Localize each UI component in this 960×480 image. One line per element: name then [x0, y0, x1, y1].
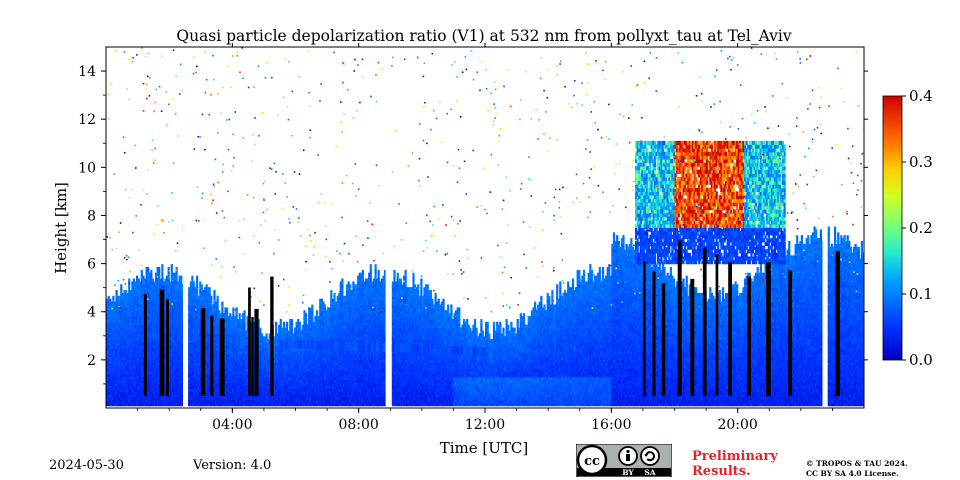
heatmap-cell — [158, 267, 160, 271]
heatmap-cell — [161, 264, 163, 268]
heatmap-cell — [180, 276, 182, 280]
heatmap-cell — [120, 284, 122, 288]
heatmap-cell — [193, 281, 195, 285]
heatmap-cell — [150, 270, 152, 274]
heatmap-cell — [213, 290, 215, 294]
heatmap-cell — [239, 313, 241, 317]
heatmap-cell — [217, 296, 219, 300]
heatmap-cell — [232, 307, 234, 311]
heatmap-cell — [171, 264, 173, 268]
heatmap-cell — [210, 296, 212, 300]
heatmap-cell — [141, 270, 143, 274]
heatmap-cell — [201, 284, 203, 288]
heatmap-cell — [116, 290, 118, 294]
heatmap-cell — [168, 267, 170, 271]
heatmap-cell — [299, 322, 301, 326]
heatmap-cell — [283, 322, 285, 326]
heatmap-cell — [316, 310, 318, 314]
heatmap-cell — [226, 307, 228, 311]
heatmap-cell — [305, 313, 307, 317]
chart-title: Quasi particle depolarization ratio (V1)… — [176, 27, 792, 45]
heatmap-cell — [311, 305, 313, 309]
heatmap-cell — [243, 310, 245, 314]
heatmap-cell — [291, 319, 293, 323]
plot-area — [106, 47, 865, 408]
heatmap-cell — [112, 296, 114, 300]
heatmap-cell — [275, 322, 277, 326]
heatmap-cell — [286, 322, 288, 326]
heatmap-cell — [280, 319, 282, 323]
heatmap-cell — [221, 302, 223, 306]
heatmap-cell — [196, 276, 198, 280]
heatmap-cell — [259, 328, 261, 332]
heatmap-cell — [266, 333, 268, 337]
heatmap-cell — [147, 267, 149, 271]
heatmap-cell — [324, 305, 326, 309]
heatmap-cell — [128, 279, 130, 283]
heatmap-cell — [191, 276, 193, 280]
heatmap-cell — [209, 287, 211, 291]
